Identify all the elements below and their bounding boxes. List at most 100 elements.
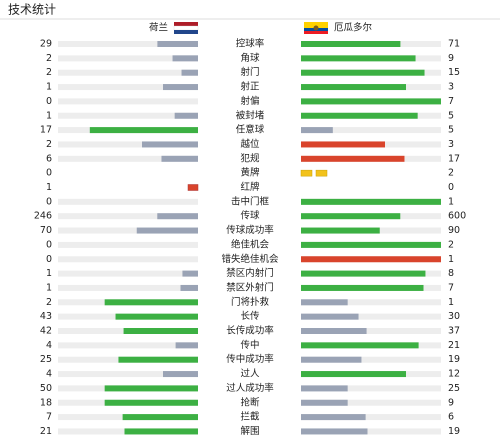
home-track	[58, 69, 198, 76]
away-value: 2	[448, 239, 454, 250]
home-value: 2	[46, 297, 52, 308]
stat-label: 解围	[240, 425, 259, 437]
home-track	[58, 84, 198, 91]
away-value: 30	[448, 311, 460, 322]
stat-label: 射门	[240, 66, 259, 78]
stat-label: 传中	[240, 339, 259, 351]
away-value: 3	[448, 82, 454, 93]
away-value: 25	[448, 383, 460, 394]
home-bar	[136, 227, 198, 234]
away-bar	[301, 155, 405, 162]
home-bar	[123, 328, 198, 334]
home-track	[58, 342, 198, 349]
home-track	[58, 371, 198, 378]
home-value: 0	[46, 196, 52, 207]
away-bar	[301, 356, 362, 363]
away-card	[300, 169, 313, 177]
home-bar	[163, 84, 198, 91]
home-bar	[104, 399, 198, 406]
stat-label: 任意球	[236, 124, 265, 136]
panel-title: 技术统计	[8, 3, 56, 17]
away-value: 5	[448, 110, 454, 121]
stat-label: 被封堵	[236, 109, 265, 121]
home-value: 0	[46, 239, 52, 250]
home-bar	[163, 371, 198, 378]
away-bar	[301, 342, 419, 349]
home-value: 6	[46, 153, 52, 164]
away-bar	[301, 241, 441, 248]
stat-label: 过人	[240, 368, 260, 380]
home-track	[58, 241, 198, 248]
stat-label: 犯规	[240, 153, 260, 164]
away-bar	[301, 213, 401, 220]
home-value: 1	[46, 82, 52, 93]
home-track	[58, 155, 198, 162]
home-value: 2	[46, 67, 52, 78]
home-bar	[181, 69, 198, 76]
stat-label: 抢断	[240, 396, 260, 408]
away-track	[301, 299, 441, 306]
stat-label: 角球	[240, 52, 260, 64]
stat-label: 绝佳机会	[231, 238, 270, 250]
away-bar	[301, 414, 366, 421]
away-value: 19	[448, 426, 460, 437]
home-bar	[175, 342, 198, 349]
home-value: 4	[46, 369, 52, 380]
home-value: 1	[46, 182, 52, 193]
home-bar	[122, 414, 198, 421]
home-track	[58, 198, 198, 205]
home-value: 25	[40, 354, 52, 365]
home-bar	[89, 127, 198, 134]
away-value: 15	[448, 67, 460, 78]
away-bar	[301, 385, 348, 392]
away-value: 90	[448, 225, 460, 236]
away-team: 厄瓜多尔	[334, 22, 373, 34]
away-bar	[301, 112, 418, 119]
away-bar	[301, 256, 441, 263]
away-bar	[301, 84, 406, 91]
home-track	[58, 55, 198, 62]
home-value: 7	[46, 412, 52, 423]
stat-label: 射偏	[240, 95, 259, 107]
stat-label: 长传成功率	[226, 325, 274, 337]
away-value: 7	[448, 282, 454, 293]
home-value: 0	[46, 96, 52, 107]
home-value: 1	[46, 268, 52, 279]
away-value: 1	[448, 254, 454, 265]
home-value: 21	[40, 426, 52, 437]
home-bar	[142, 141, 198, 148]
away-track	[301, 385, 441, 392]
away-value: 6	[448, 412, 454, 423]
stat-label: 禁区外射门	[226, 281, 274, 293]
home-value: 2	[46, 139, 52, 150]
flag-away	[304, 22, 328, 34]
away-value: 0	[448, 182, 454, 193]
away-value: 1	[448, 297, 454, 308]
away-value: 2	[448, 168, 454, 179]
home-value: 42	[40, 326, 52, 337]
away-bar	[301, 313, 359, 320]
home-bar	[124, 428, 198, 435]
home-value: 43	[40, 311, 52, 322]
home-bar	[182, 270, 198, 277]
away-value: 37	[448, 326, 460, 337]
stat-label: 拦截	[240, 411, 260, 423]
home-bar	[118, 356, 198, 363]
stat-label: 过人成功率	[226, 382, 274, 394]
away-value: 600	[448, 211, 466, 222]
home-value: 17	[40, 125, 52, 136]
away-track	[301, 414, 441, 421]
home-bar	[172, 55, 198, 62]
away-track	[301, 356, 441, 363]
home-track	[58, 141, 198, 148]
away-bar	[301, 41, 401, 47]
home-track	[58, 98, 198, 105]
away-value: 12	[448, 369, 460, 380]
away-value: 3	[448, 139, 454, 150]
home-bar	[104, 299, 198, 306]
home-value: 0	[46, 168, 52, 179]
stat-label: 传球	[240, 210, 260, 222]
home-value: 1	[46, 282, 52, 293]
stat-label: 红牌	[240, 181, 260, 193]
